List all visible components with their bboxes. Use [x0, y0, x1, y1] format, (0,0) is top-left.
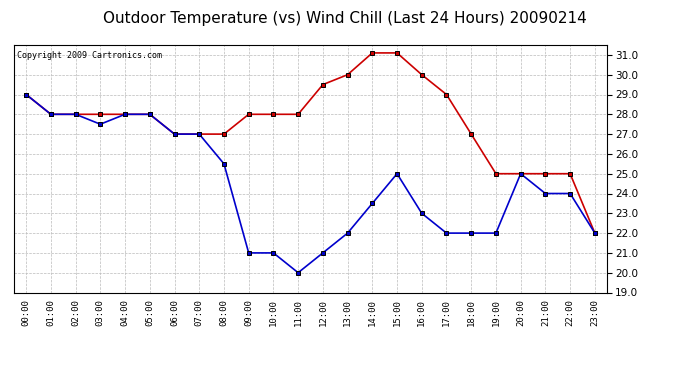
Text: Copyright 2009 Cartronics.com: Copyright 2009 Cartronics.com	[17, 51, 161, 60]
Text: Outdoor Temperature (vs) Wind Chill (Last 24 Hours) 20090214: Outdoor Temperature (vs) Wind Chill (Las…	[103, 11, 587, 26]
